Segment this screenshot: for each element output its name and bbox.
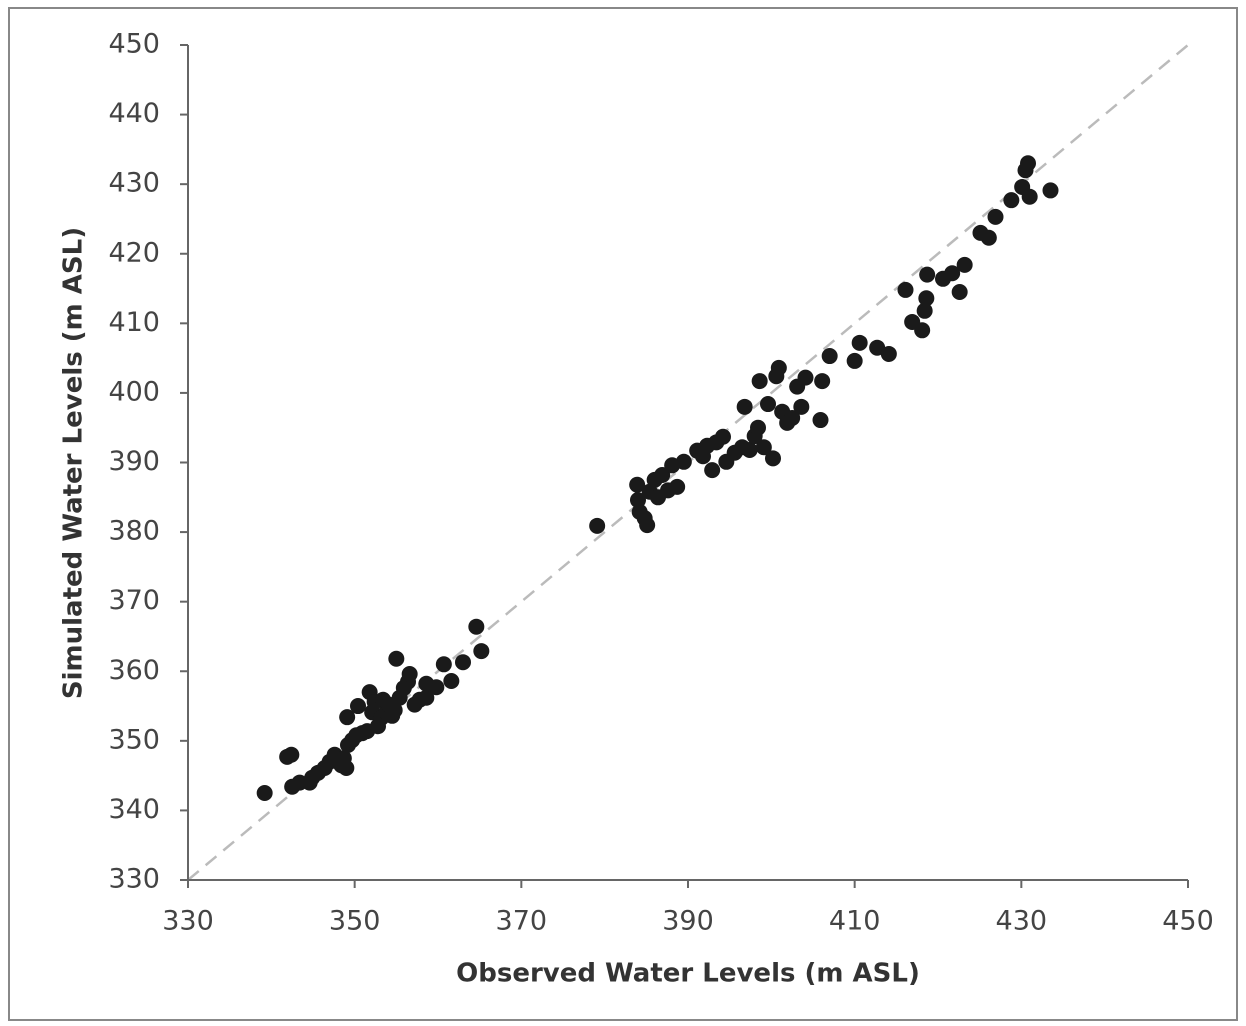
data-point	[765, 450, 781, 467]
data-point	[589, 517, 606, 534]
data-point	[797, 369, 814, 386]
data-point	[435, 656, 452, 673]
data-point	[443, 672, 460, 689]
data-point	[386, 702, 403, 719]
x-tick-label: 450	[1162, 906, 1214, 937]
data-point	[1021, 188, 1038, 205]
data-point	[793, 398, 810, 415]
data-point	[814, 373, 831, 390]
y-tick-label: 380	[108, 516, 160, 547]
y-tick-label: 440	[108, 98, 160, 129]
data-point	[736, 398, 753, 415]
data-point	[944, 265, 961, 282]
data-point	[918, 290, 935, 307]
x-tick-label: 370	[496, 906, 548, 937]
data-point	[760, 396, 776, 413]
data-point	[283, 746, 300, 763]
data-point	[751, 373, 768, 390]
data-point	[350, 698, 366, 715]
data-point	[741, 441, 758, 458]
data-point	[956, 256, 973, 273]
data-point	[897, 281, 914, 298]
data-point	[468, 618, 485, 635]
y-tick-label: 360	[108, 655, 160, 686]
data-point	[630, 492, 646, 509]
y-tick-label: 410	[108, 307, 160, 338]
data-point	[1020, 155, 1036, 172]
data-point	[919, 266, 936, 283]
data-point	[770, 359, 787, 376]
data-point	[914, 322, 931, 339]
data-point	[704, 462, 721, 479]
data-point	[473, 643, 490, 660]
data-point	[755, 439, 772, 456]
data-point	[1003, 192, 1020, 209]
y-tick-label: 400	[108, 376, 160, 407]
data-point	[951, 284, 968, 301]
data-point	[846, 352, 863, 369]
chart-frame	[8, 7, 1238, 1021]
data-point	[669, 478, 686, 495]
data-point	[821, 348, 838, 365]
data-point	[675, 453, 692, 470]
x-tick-label: 410	[829, 906, 881, 937]
data-point	[715, 428, 731, 445]
x-axis-title: Observed Water Levels (m ASL)	[456, 959, 920, 989]
y-axis-title: Simulated Water Levels (m ASL)	[59, 227, 89, 699]
data-point	[784, 409, 801, 426]
data-point	[339, 709, 356, 726]
data-point	[418, 689, 435, 706]
data-point	[428, 679, 445, 696]
data-point	[338, 759, 355, 776]
y-tick-label: 430	[108, 168, 160, 199]
data-point	[980, 229, 997, 246]
y-tick-label: 420	[108, 237, 160, 268]
data-point	[256, 785, 273, 802]
data-point	[388, 650, 405, 667]
data-point	[987, 208, 1004, 225]
x-tick-label: 390	[662, 906, 714, 937]
data-point	[812, 412, 829, 429]
y-tick-label: 390	[108, 446, 160, 477]
y-tick-label: 370	[108, 585, 160, 616]
data-point	[639, 517, 656, 534]
data-point	[401, 666, 418, 683]
y-tick-label: 330	[108, 864, 160, 895]
data-point	[1042, 182, 1059, 199]
data-point	[851, 334, 868, 351]
y-tick-label: 450	[108, 29, 160, 60]
data-point	[880, 345, 897, 362]
x-tick-label: 330	[162, 906, 214, 937]
y-tick-label: 350	[108, 724, 160, 755]
data-point	[455, 654, 471, 671]
data-point	[654, 467, 671, 484]
data-point	[629, 476, 646, 493]
data-point	[750, 419, 766, 436]
y-tick-label: 340	[108, 794, 160, 825]
x-tick-label: 430	[996, 906, 1048, 937]
x-tick-label: 350	[329, 906, 381, 937]
data-point	[916, 302, 933, 319]
